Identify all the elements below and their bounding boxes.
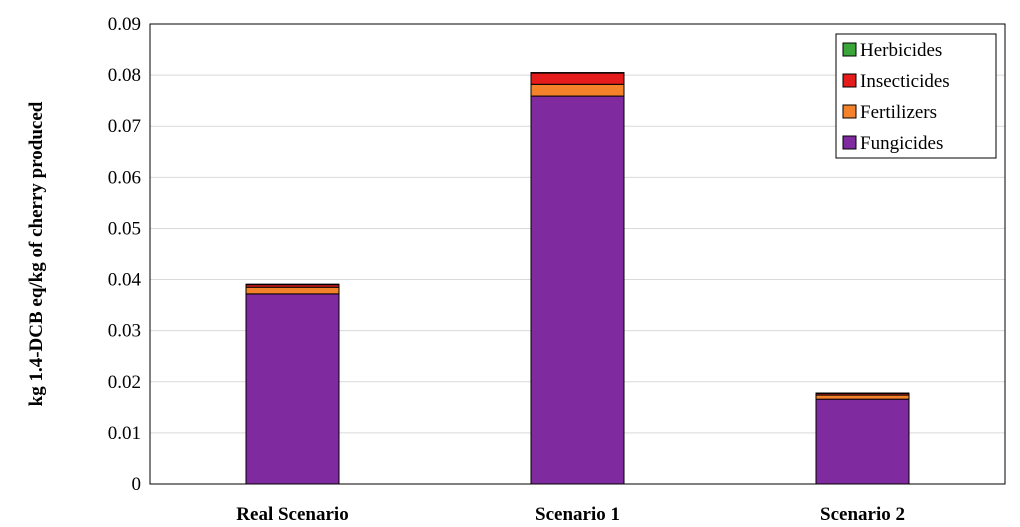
bar-herbicides-1	[530, 72, 625, 74]
x-category-label: Real Scenario	[236, 504, 348, 525]
y-tick-label: 0.05	[108, 218, 141, 239]
y-tick-label: 0.07	[108, 116, 141, 137]
legend-swatch-herbicides	[842, 42, 857, 57]
y-tick-label: 0	[132, 474, 142, 495]
bar-fertilizers-1	[530, 83, 625, 97]
bar-fungicides-1	[530, 95, 625, 485]
y-tick-label: 0.09	[108, 14, 141, 35]
legend-swatch-fungicides	[842, 135, 857, 150]
y-tick-label: 0.08	[108, 65, 141, 86]
legend-label-fungicides: Fungicides	[860, 133, 943, 154]
y-tick-label: 0.01	[108, 423, 141, 444]
y-tick-label: 0.02	[108, 372, 141, 393]
bar-fertilizers-2	[815, 394, 910, 400]
legend-label-herbicides: Herbicides	[860, 40, 942, 61]
y-tick-label: 0.06	[108, 167, 141, 188]
legend-swatch-fertilizers	[842, 104, 857, 119]
legend-box	[835, 33, 997, 159]
bar-fertilizers-0	[245, 286, 340, 295]
bar-insecticides-1	[530, 72, 625, 85]
legend-label-insecticides: Insecticides	[860, 71, 950, 92]
x-category-label: Scenario 1	[535, 504, 620, 525]
bar-fungicides-2	[815, 398, 910, 485]
bar-herbicides-2	[815, 392, 910, 395]
bar-fungicides-0	[245, 293, 340, 485]
axes	[149, 23, 1006, 485]
bar-herbicides-0	[245, 283, 340, 286]
x-category-label: Scenario 2	[820, 504, 905, 525]
y-axis-title: kg 1.4-DCB eq/kg of cherry produced	[26, 101, 47, 406]
legend: Herbicides Insecticides Fertilizers Fungici…	[835, 33, 997, 159]
axis-labels: 0 0.01 0.02 0.03 0.04 0.05 0.06 0.07 0.08 0.09 Rea…	[26, 14, 905, 525]
bars	[245, 72, 910, 485]
y-tick-label: 0.04	[108, 270, 142, 291]
legend-swatch-insecticides	[842, 73, 857, 88]
plot-area-frame	[149, 23, 1006, 485]
legend-label-fertilizers: Fertilizers	[860, 102, 937, 123]
y-tick-label: 0.03	[108, 321, 141, 342]
